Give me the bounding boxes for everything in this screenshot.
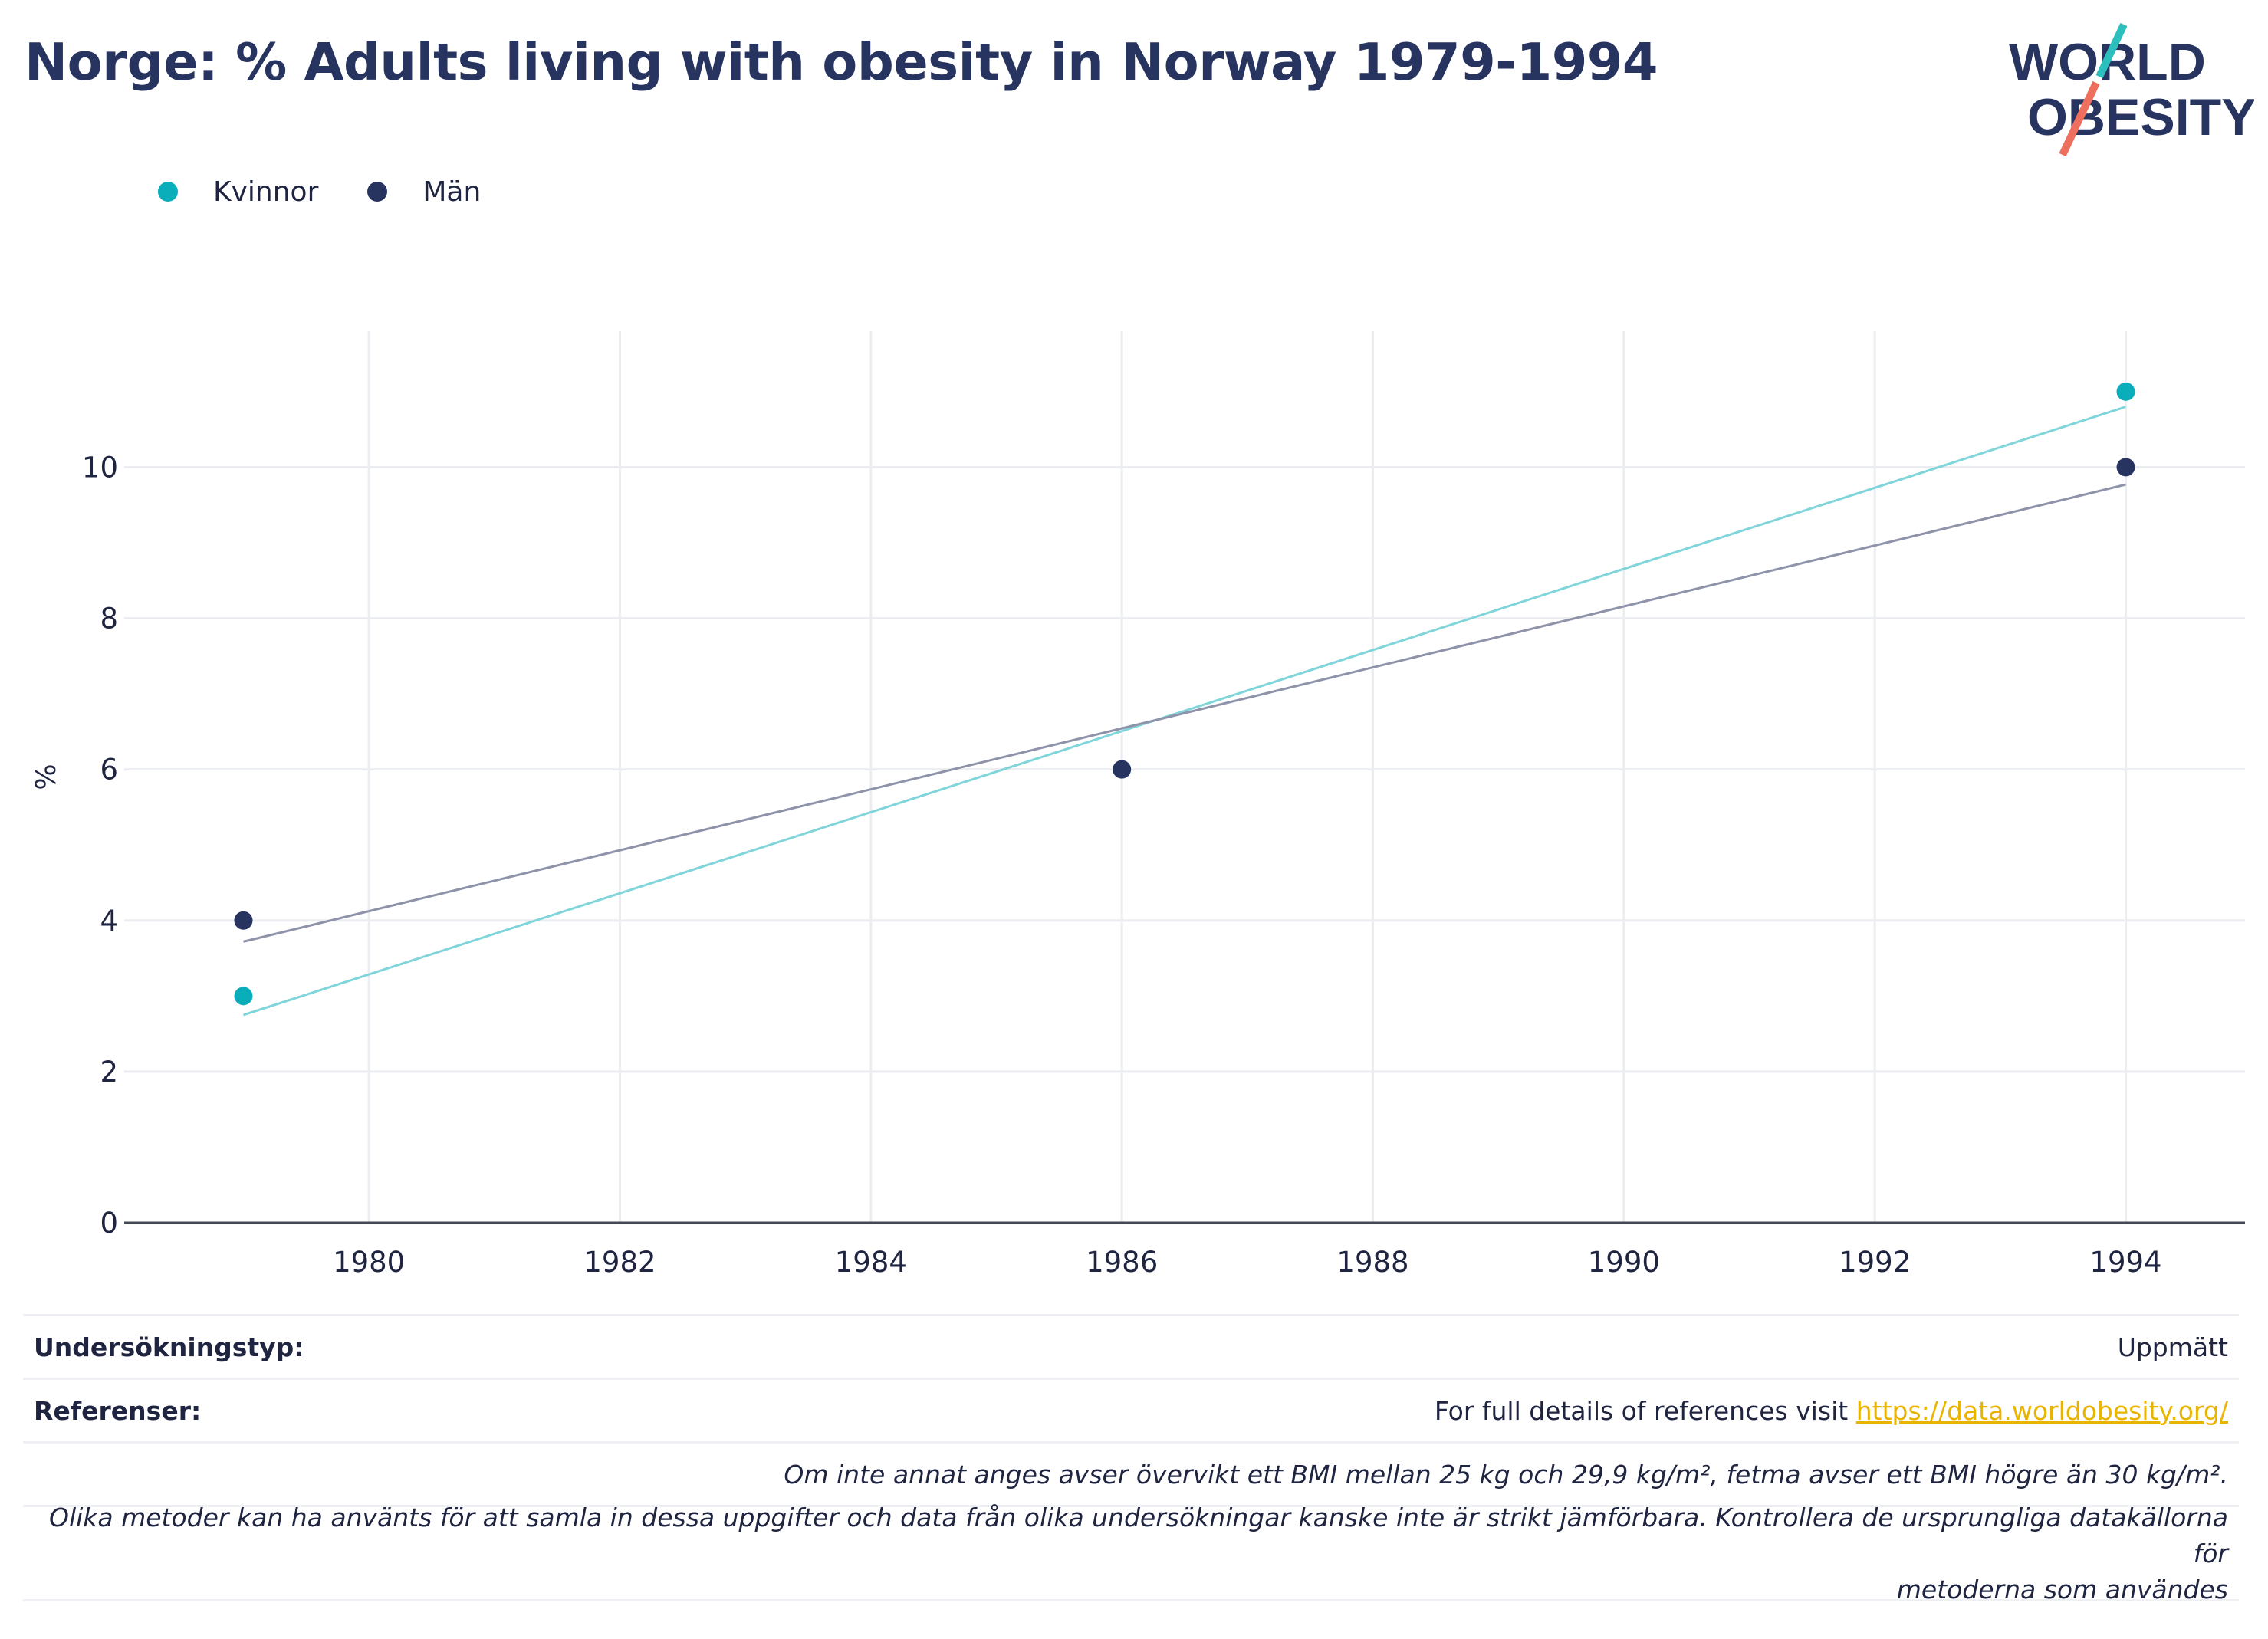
legend-label-man: Män	[422, 176, 482, 208]
y-tick-label: 8	[100, 603, 118, 636]
x-tick-label: 1984	[835, 1246, 907, 1279]
x-tick-label: 1986	[1086, 1246, 1158, 1279]
y-tick-label: 6	[100, 754, 118, 787]
y-tick-label: 4	[100, 905, 118, 938]
legend-item-kvinnor[interactable]: Kvinnor	[158, 176, 318, 208]
data-point-kvinnor	[2116, 382, 2135, 401]
references-label: Referenser:	[34, 1395, 202, 1426]
survey-type-label: Undersökningstyp:	[34, 1332, 304, 1362]
trendline-m-n	[243, 483, 2126, 943]
trendline-kvinnor	[243, 406, 2126, 1017]
bmi-note: Om inte annat anges avser övervikt ett B…	[784, 1459, 2228, 1490]
x-tick-label: 1990	[1588, 1246, 1660, 1279]
footer-row-references: Referenser: For full details of referenc…	[23, 1378, 2239, 1441]
data-point-m-n	[1113, 760, 1132, 779]
x-tick-label: 1992	[1839, 1246, 1911, 1279]
footer-row-bmi-note: Om inte annat anges avser övervikt ett B…	[23, 1441, 2239, 1505]
y-tick-label: 2	[100, 1056, 118, 1089]
x-tick-label: 1988	[1336, 1246, 1408, 1279]
references-value: For full details of references visit htt…	[1435, 1396, 2228, 1426]
chart-points	[234, 382, 2135, 1006]
chart-grid	[124, 331, 2245, 1224]
logo-line2: OBESITY	[2027, 88, 2254, 146]
x-tick-label: 1980	[333, 1246, 405, 1279]
references-link[interactable]: https://data.worldobesity.org/	[1855, 1395, 2228, 1426]
y-tick-label: 0	[100, 1207, 118, 1240]
survey-type-value: Uppmätt	[2117, 1332, 2228, 1362]
data-point-m-n	[234, 911, 253, 930]
references-text: For full details of references visit	[1434, 1395, 1856, 1426]
methods-note-line1: Olika metoder kan ha använts för att sam…	[48, 1502, 2228, 1568]
logo-slash-teal	[2095, 22, 2128, 79]
data-point-m-n	[2116, 458, 2135, 477]
methods-note: Olika metoder kan ha använts för att sam…	[34, 1499, 2228, 1608]
footer-row-methods-note: Olika metoder kan ha använts för att sam…	[23, 1503, 2239, 1605]
data-point-kvinnor	[234, 987, 253, 1006]
chart-trendlines	[243, 406, 2126, 1017]
methods-note-line2: metoderna som användes	[1896, 1574, 2228, 1605]
footer-row-survey-type: Undersökningstyp: Uppmätt	[23, 1314, 2239, 1378]
chart-ticks: 1980 1982 1984 1986 1988 1990 1992 1994 0 2 4 6 8 10	[82, 451, 2162, 1279]
legend-marker-man	[367, 182, 388, 202]
y-tick-label: 10	[82, 451, 118, 484]
legend-label-kvinnor: Kvinnor	[213, 176, 319, 208]
footer-table: Undersökningstyp: Uppmätt Referenser: Fo…	[23, 1314, 2239, 1605]
legend: Kvinnor Män	[158, 172, 530, 212]
x-tick-label: 1994	[2089, 1246, 2161, 1279]
x-tick-label: 1982	[583, 1246, 656, 1279]
chart-plot: 1980 1982 1984 1986 1988 1990 1992 19940246810 …	[31, 331, 2245, 1279]
y-axis-label: %	[31, 764, 62, 790]
legend-item-man[interactable]: Män	[367, 176, 481, 208]
chart-title: Norge: % Adults living with obesity in N…	[25, 32, 1658, 92]
world-obesity-logo: WORLD OBESITY	[2009, 22, 2254, 157]
legend-marker-kvinnor	[158, 182, 178, 202]
logo-slash-coral	[2059, 80, 2100, 157]
